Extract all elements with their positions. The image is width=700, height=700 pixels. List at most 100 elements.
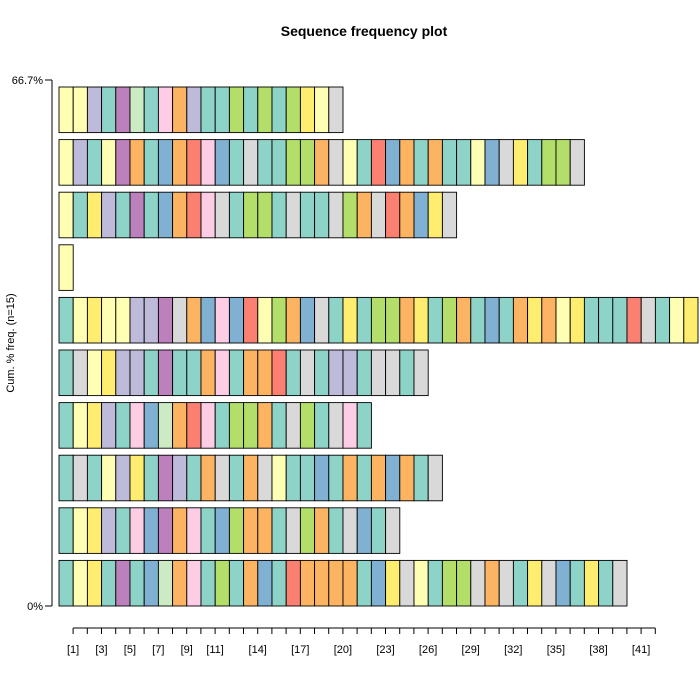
state-cell	[356, 507, 372, 554]
x-tick-label: [38]	[589, 644, 607, 656]
state-cell	[456, 559, 472, 607]
state-cell	[271, 139, 287, 186]
state-cell	[200, 402, 216, 449]
sequence-row	[58, 296, 699, 344]
state-cell	[257, 139, 273, 186]
sequence-row	[58, 139, 585, 186]
state-cell	[654, 296, 671, 344]
state-cell	[427, 191, 443, 239]
state-cell	[399, 296, 415, 344]
state-cell	[157, 507, 174, 554]
state-cell	[86, 402, 103, 449]
state-cell	[200, 349, 216, 397]
state-cell	[58, 454, 74, 502]
state-cell	[498, 139, 514, 186]
state-cell	[285, 507, 301, 554]
state-cell	[583, 296, 600, 344]
x-tick-label: [41]	[632, 644, 650, 656]
state-cell	[257, 559, 273, 607]
state-cell	[257, 349, 273, 397]
state-cell	[228, 507, 245, 554]
state-cell	[427, 454, 443, 502]
state-cell	[271, 86, 287, 134]
state-cell	[299, 191, 316, 239]
state-cell	[527, 296, 543, 344]
state-cell	[427, 296, 443, 344]
state-cell	[243, 86, 259, 134]
state-cell	[413, 454, 429, 502]
state-cell	[129, 402, 145, 449]
state-cell	[200, 507, 216, 554]
state-cell	[115, 402, 131, 449]
state-cell	[314, 507, 330, 554]
state-cell	[427, 559, 443, 607]
state-cell	[58, 244, 74, 291]
state-cell	[257, 86, 273, 134]
state-cell	[143, 559, 159, 607]
state-cell	[86, 454, 103, 502]
state-cell	[370, 559, 387, 607]
state-cell	[356, 139, 372, 186]
state-cell	[314, 86, 330, 134]
state-cell	[257, 507, 273, 554]
state-cell	[243, 191, 259, 239]
state-cell	[328, 191, 344, 239]
state-cell	[86, 296, 103, 344]
state-cell	[299, 507, 316, 554]
sequence-row	[58, 244, 74, 291]
state-cell	[669, 296, 685, 344]
state-cell	[328, 86, 344, 134]
state-cell	[228, 139, 245, 186]
state-cell	[86, 139, 103, 186]
state-cell	[598, 559, 614, 607]
state-cell	[598, 296, 614, 344]
state-cell	[72, 507, 88, 554]
state-cell	[356, 559, 372, 607]
chart-title: Sequence frequency plot	[281, 23, 448, 39]
sequence-row	[58, 86, 344, 134]
state-cell	[243, 139, 259, 186]
state-cell	[683, 296, 699, 344]
state-cell	[58, 507, 74, 554]
state-cell	[86, 349, 103, 397]
state-cell	[143, 349, 159, 397]
state-cell	[314, 139, 330, 186]
x-tick-label: [5]	[124, 644, 136, 656]
sequence-row	[58, 349, 429, 397]
state-cell	[271, 507, 287, 554]
state-cell	[285, 296, 301, 344]
state-cell	[413, 296, 429, 344]
state-cell	[285, 139, 301, 186]
state-cell	[470, 296, 486, 344]
state-cell	[72, 86, 88, 134]
state-cell	[413, 191, 429, 239]
state-cell	[541, 559, 557, 607]
state-cell	[72, 349, 88, 397]
state-cell	[186, 296, 202, 344]
state-cell	[385, 349, 401, 397]
state-cell	[299, 454, 316, 502]
state-cell	[101, 402, 117, 449]
state-cell	[385, 507, 401, 554]
state-cell	[214, 402, 230, 449]
state-cell	[385, 296, 401, 344]
state-cell	[101, 559, 117, 607]
state-cell	[385, 559, 401, 607]
state-cell	[271, 454, 287, 502]
sequence-row	[58, 507, 401, 554]
state-cell	[186, 507, 202, 554]
state-cell	[200, 296, 216, 344]
state-cell	[86, 559, 103, 607]
state-cell	[72, 402, 88, 449]
state-cell	[299, 349, 316, 397]
x-tick-label: [3]	[95, 644, 107, 656]
state-cell	[228, 402, 245, 449]
state-cell	[569, 139, 585, 186]
state-cell	[285, 349, 301, 397]
state-cell	[143, 86, 159, 134]
state-cell	[228, 559, 245, 607]
state-cell	[342, 191, 358, 239]
state-cell	[612, 296, 628, 344]
y-tick-label: 66.7%	[12, 75, 43, 87]
